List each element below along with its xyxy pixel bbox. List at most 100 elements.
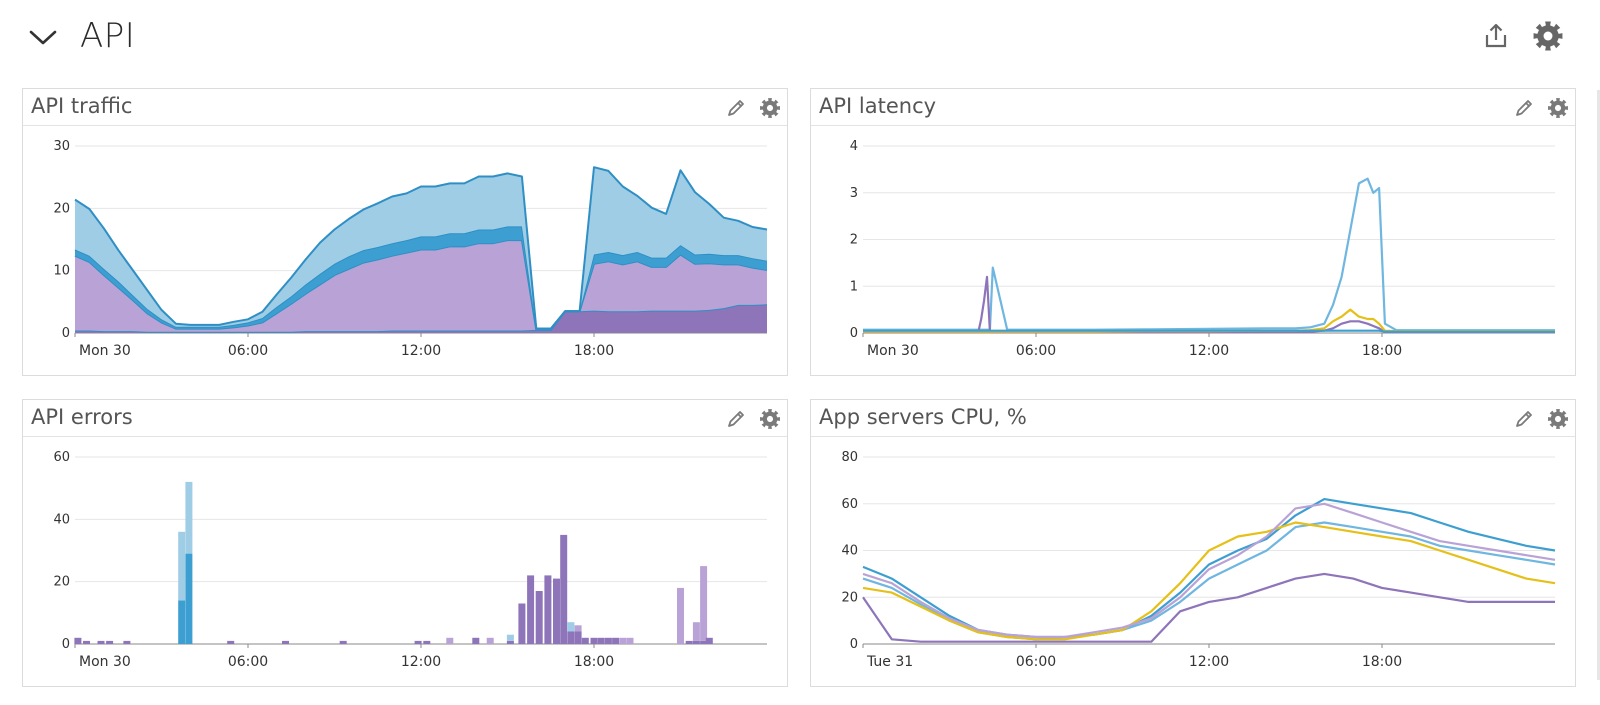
y-tick-label: 3 xyxy=(850,186,858,201)
bar xyxy=(553,578,560,644)
widget-title: API traffic xyxy=(31,94,133,118)
y-tick-label: 30 xyxy=(53,139,70,154)
gear-icon[interactable] xyxy=(1547,408,1569,430)
y-tick-label: 4 xyxy=(850,139,858,154)
y-tick-label: 20 xyxy=(53,575,70,590)
bar xyxy=(574,631,582,644)
y-tick-label: 40 xyxy=(841,544,858,559)
bar xyxy=(527,575,535,644)
x-tick-label: Tue 31 xyxy=(866,654,913,670)
x-tick-label: 18:00 xyxy=(574,654,614,670)
gear-icon[interactable] xyxy=(1532,20,1564,52)
bar xyxy=(692,640,700,644)
y-tick-label: 1 xyxy=(850,279,858,294)
x-tick-label: 18:00 xyxy=(1362,343,1402,359)
y-tick-label: 0 xyxy=(850,637,858,652)
area-series xyxy=(75,226,767,330)
y-tick-label: 80 xyxy=(841,450,858,465)
section-header: API xyxy=(0,0,1600,82)
x-tick-label: Mon 30 xyxy=(867,343,919,359)
widget-app-servers-cpu: App servers CPU, % 0 20 40 60 80 Tue 31 06:00 1… xyxy=(810,399,1576,687)
widget-title: App servers CPU, % xyxy=(819,405,1027,429)
bar xyxy=(178,531,186,601)
bar xyxy=(700,566,708,641)
bar xyxy=(486,637,494,644)
x-tick-label: 06:00 xyxy=(1016,343,1056,359)
bar xyxy=(339,640,347,644)
y-tick-label: 40 xyxy=(53,512,70,527)
x-tick-label: 06:00 xyxy=(228,654,268,670)
bar xyxy=(423,640,431,644)
bar xyxy=(544,575,552,644)
y-tick-label: 60 xyxy=(53,450,70,465)
pencil-icon[interactable] xyxy=(725,97,747,119)
bar xyxy=(692,622,700,641)
line-series xyxy=(862,521,1556,641)
bar xyxy=(97,640,105,644)
api-latency-chart: 0 1 2 3 4 Mon 30 06:00 12:00 18:00 xyxy=(850,139,1555,359)
api-errors-chart: 0 20 40 60 Mon 30 06:00 12:00 18:00 xyxy=(53,450,767,670)
bar xyxy=(185,553,193,644)
line-series xyxy=(862,572,1555,643)
widget-title: API latency xyxy=(819,94,937,118)
bar xyxy=(705,637,713,644)
x-tick-label: 06:00 xyxy=(1016,654,1056,670)
bar xyxy=(83,640,90,644)
pencil-icon[interactable] xyxy=(1513,408,1535,430)
y-tick-label: 0 xyxy=(62,326,70,341)
bar xyxy=(506,640,514,644)
bar xyxy=(106,640,114,644)
api-traffic-chart: 0 10 20 30 Mon 30 06:00 12:00 18:00 xyxy=(53,139,768,359)
bar xyxy=(677,587,684,644)
gear-icon[interactable] xyxy=(759,97,781,119)
widget-api-errors: API errors 0 20 40 60 Mon 30 06:00 12:00 18:00 xyxy=(22,399,788,687)
pencil-icon[interactable] xyxy=(725,408,747,430)
y-tick-label: 20 xyxy=(841,590,858,605)
x-tick-label: 12:00 xyxy=(1189,654,1229,670)
line-series xyxy=(862,521,1556,641)
area-series xyxy=(75,167,767,329)
bar xyxy=(685,640,693,644)
bar xyxy=(185,481,193,554)
bar xyxy=(581,637,589,644)
bar xyxy=(590,637,598,644)
bar xyxy=(227,640,235,644)
bar xyxy=(612,637,620,644)
bar xyxy=(597,637,605,644)
bar xyxy=(74,637,82,644)
scrollbar-edge[interactable] xyxy=(1597,90,1600,680)
x-tick-label: 12:00 xyxy=(1189,343,1229,359)
y-tick-label: 0 xyxy=(850,326,858,341)
x-tick-label: 06:00 xyxy=(228,343,268,359)
bar xyxy=(700,640,708,644)
bar xyxy=(619,637,627,644)
gear-icon[interactable] xyxy=(1547,97,1569,119)
collapse-chevron-icon[interactable] xyxy=(28,26,58,50)
bar xyxy=(446,637,454,644)
x-tick-label: 12:00 xyxy=(401,343,441,359)
y-tick-label: 0 xyxy=(62,637,70,652)
y-tick-label: 20 xyxy=(53,201,70,216)
y-tick-label: 2 xyxy=(850,233,858,248)
y-tick-label: 10 xyxy=(53,264,70,279)
x-tick-label: 12:00 xyxy=(401,654,441,670)
bar xyxy=(626,637,634,644)
bar xyxy=(567,622,575,632)
bar xyxy=(506,634,514,641)
widget-title: API errors xyxy=(31,405,133,429)
y-tick-label: 60 xyxy=(841,497,858,512)
x-tick-label: 18:00 xyxy=(1362,654,1402,670)
area-series xyxy=(75,240,767,332)
line-series xyxy=(862,502,1556,639)
gear-icon[interactable] xyxy=(759,408,781,430)
bar xyxy=(518,603,526,644)
bar xyxy=(178,600,186,644)
widget-api-traffic: API traffic 0 10 20 30 Mon 30 06:00 12:00 18:00 xyxy=(22,88,788,376)
share-icon[interactable] xyxy=(1480,20,1512,52)
widget-api-latency: API latency 0 1 2 3 4 Mon 30 06:00 12:00 18:00 xyxy=(810,88,1576,376)
x-tick-label: Mon 30 xyxy=(79,343,131,359)
line-series xyxy=(863,275,1555,334)
x-tick-label: Mon 30 xyxy=(79,654,131,670)
bar xyxy=(414,640,422,644)
pencil-icon[interactable] xyxy=(1513,97,1535,119)
